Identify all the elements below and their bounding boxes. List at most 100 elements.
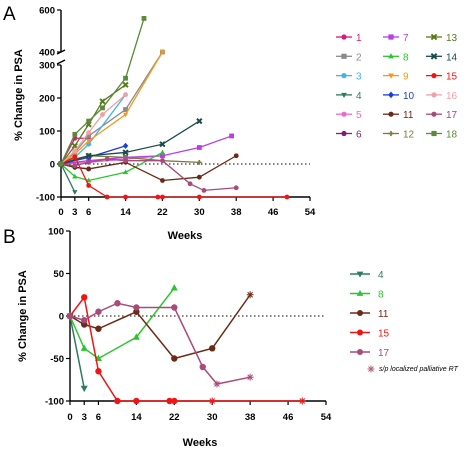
- data-point-17-shape: [187, 181, 193, 187]
- x-tick-label: 38: [231, 207, 242, 218]
- data-point-2-shape: [123, 107, 128, 112]
- data-point-15-shape: [171, 397, 178, 405]
- y-axis-title: % Change in PSA: [17, 270, 29, 362]
- data-point-11-shape: [196, 174, 202, 180]
- x-tick-label: 14: [120, 207, 131, 218]
- data-point-8-shape: [80, 344, 88, 351]
- data-point-18-shape: [58, 161, 64, 167]
- data-point-15-shape: [72, 154, 78, 160]
- data-point-8-shape: [132, 333, 140, 340]
- legend-marker-shape: [431, 111, 437, 117]
- x-tick-label: 0: [58, 207, 63, 218]
- data-point-18-shape: [72, 131, 78, 137]
- data-point-15: [133, 397, 140, 405]
- data-point-12: [196, 159, 202, 165]
- data-point-13-b: [99, 98, 106, 105]
- legend-marker-b: [430, 52, 438, 60]
- data-point-10-shape: [122, 142, 129, 149]
- y-tick-label: 300: [39, 61, 55, 72]
- data-point-7-shape: [196, 145, 202, 150]
- x-tick-label: 6: [96, 412, 101, 423]
- data-point-17-shape: [104, 156, 110, 162]
- data-point-9-shape: [86, 138, 92, 144]
- data-point-15: [196, 194, 202, 200]
- legend-item-1: 1: [336, 33, 362, 44]
- rt-marker: [298, 397, 306, 405]
- legend-item-13: 13: [426, 33, 458, 44]
- y-tick-label: 100: [39, 127, 55, 138]
- data-point-14: [159, 141, 166, 148]
- data-point-2-shape: [86, 133, 92, 139]
- legend-marker-shape: [341, 130, 347, 137]
- data-point-15-shape: [196, 194, 202, 200]
- rt-legend-marker: [367, 365, 375, 373]
- data-point-11-shape: [209, 345, 216, 352]
- data-point-11-shape: [95, 325, 102, 332]
- legend-label: 8: [378, 290, 384, 301]
- data-point-7-shape: [229, 133, 235, 139]
- data-point-17: [171, 304, 178, 311]
- legend-label: 17: [378, 348, 390, 359]
- legend-label: 4: [378, 270, 384, 281]
- legend-item-6: 6: [336, 130, 362, 141]
- data-point-3-shape: [86, 141, 92, 147]
- data-point-14: [196, 117, 203, 125]
- legend-label: 17: [446, 110, 458, 121]
- data-point-8-shape: [72, 173, 78, 179]
- data-point-17: [86, 159, 92, 165]
- legend-label: 7: [403, 33, 409, 44]
- data-point-15-shape: [123, 194, 128, 200]
- data-point-17-shape: [123, 158, 128, 164]
- data-point-13: [122, 81, 129, 88]
- data-point-11-shape: [171, 355, 178, 362]
- legend-marker: [388, 73, 394, 79]
- x-axis-title: Weeks: [168, 230, 203, 242]
- legend-item-18: 18: [426, 130, 458, 141]
- rt-marker-ray: [247, 291, 253, 298]
- legend-label: 3: [356, 72, 362, 83]
- legend-label: 8: [403, 52, 409, 63]
- data-point-17: [81, 317, 88, 324]
- legend-marker-shape: [431, 73, 437, 79]
- legend-marker: [388, 111, 394, 117]
- data-point-14-b: [85, 152, 92, 159]
- data-point-8: [122, 169, 129, 175]
- legend-item-5: 5: [336, 110, 362, 121]
- legend-marker-shape: [341, 92, 347, 99]
- series-line-7: [60, 135, 232, 165]
- data-point-4: [72, 190, 78, 195]
- legend-label: 10: [403, 91, 415, 102]
- data-point-17: [160, 158, 165, 164]
- panel-label: A: [3, 4, 16, 25]
- data-point-4-shape: [72, 190, 78, 195]
- data-point-8-shape: [170, 284, 178, 291]
- data-point-11-shape: [86, 166, 92, 172]
- legend-marker-b: [430, 33, 438, 41]
- y-tick-label: 200: [39, 94, 55, 105]
- legend-label: 15: [446, 72, 458, 83]
- series-line-4: [69, 315, 85, 389]
- data-point-2: [123, 107, 128, 112]
- legend-item-8: 8: [383, 52, 409, 63]
- y-tick-label: 50: [53, 269, 64, 280]
- legend-label: 11: [378, 309, 389, 320]
- legend-marker: [341, 53, 347, 59]
- data-point-4-shape: [80, 385, 88, 393]
- data-point-17-shape: [171, 304, 178, 311]
- legend-marker: [430, 52, 438, 60]
- data-point-16: [123, 92, 128, 98]
- legend-marker: [431, 111, 437, 117]
- data-point-11: [171, 355, 178, 362]
- data-point-11-shape: [233, 153, 239, 159]
- data-point-17: [233, 185, 239, 191]
- data-point-14: [85, 152, 92, 159]
- data-point-11: [160, 178, 165, 183]
- data-point-14-b: [196, 117, 203, 125]
- legend-item-7: 7: [383, 33, 409, 44]
- data-point-17: [114, 300, 121, 307]
- legend-marker: [341, 130, 347, 137]
- data-point-13-b: [122, 81, 129, 88]
- data-point-16: [86, 130, 92, 136]
- data-point-15-shape: [81, 294, 88, 301]
